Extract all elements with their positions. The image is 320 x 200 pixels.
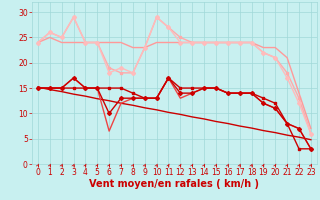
X-axis label: Vent moyen/en rafales ( km/h ): Vent moyen/en rafales ( km/h ): [89, 179, 260, 189]
